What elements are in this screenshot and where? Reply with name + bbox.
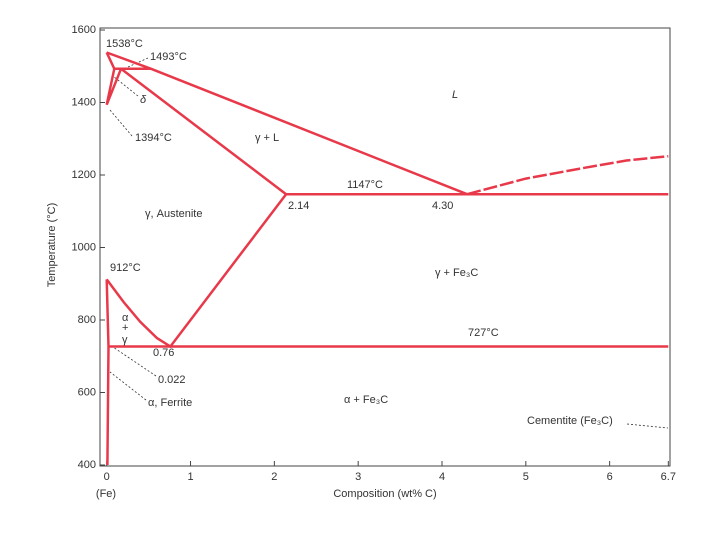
y-tick-label: 400 (78, 459, 96, 471)
leader (109, 109, 133, 137)
annotation: 0.76 (153, 347, 174, 359)
x-tick-label: 6 (607, 471, 613, 483)
y-tick-label: 1000 (72, 241, 96, 253)
annotation: 4.30 (432, 200, 453, 212)
y-tick-label: 1600 (72, 24, 96, 36)
x-tick-label: 3 (355, 471, 361, 483)
phase-boundary (105, 279, 110, 466)
origin-note: (Fe) (96, 488, 116, 500)
phase-boundary (466, 154, 669, 196)
annotation: 727°C (468, 327, 499, 339)
leader (109, 371, 147, 401)
y-tick-label: 1200 (72, 169, 96, 181)
leader (112, 75, 139, 97)
x-tick-label: 1 (187, 471, 193, 483)
annotation: δ (140, 94, 147, 106)
y-tick-label: 600 (78, 386, 96, 398)
annotation: α + Fe₃C (344, 394, 388, 406)
annotation: 1538°C (106, 38, 143, 50)
x-tick-label: 5 (523, 471, 529, 483)
phase-boundary (106, 51, 468, 196)
annotation: Cementite (Fe₃C) (527, 415, 613, 427)
x-tick-label: 2 (271, 471, 277, 483)
annotation: α, Ferrite (148, 397, 192, 409)
annotation: α (122, 312, 129, 324)
annotation: 1394°C (135, 132, 172, 144)
y-tick-label: 800 (78, 314, 96, 326)
annotation: 1147°C (347, 179, 383, 191)
annotation: 1493°C (150, 51, 187, 63)
annotation: γ, Austenite (145, 208, 202, 220)
annotation: L (452, 89, 458, 101)
y-tick-label: 1400 (72, 96, 96, 108)
annotation: + (122, 322, 128, 334)
annotation: 2.14 (288, 200, 309, 212)
annotation: 0.022 (158, 374, 186, 386)
leader (626, 423, 669, 429)
phase-boundary (105, 68, 123, 106)
annotation: γ (122, 334, 128, 346)
leader (109, 344, 157, 377)
annotation: γ + L (255, 132, 279, 144)
phase-boundary (120, 67, 669, 196)
x-axis-title: Composition (wt% C) (333, 488, 436, 500)
x-tick-label: 4 (439, 471, 445, 483)
x-tick-label: 6.7 (661, 471, 676, 483)
annotation: γ + Fe₃C (435, 267, 478, 279)
phase-boundary (105, 193, 288, 349)
x-tick-label: 0 (104, 471, 110, 483)
annotation: 912°C (110, 262, 141, 274)
y-axis-title: Temperature (°C) (46, 203, 58, 287)
